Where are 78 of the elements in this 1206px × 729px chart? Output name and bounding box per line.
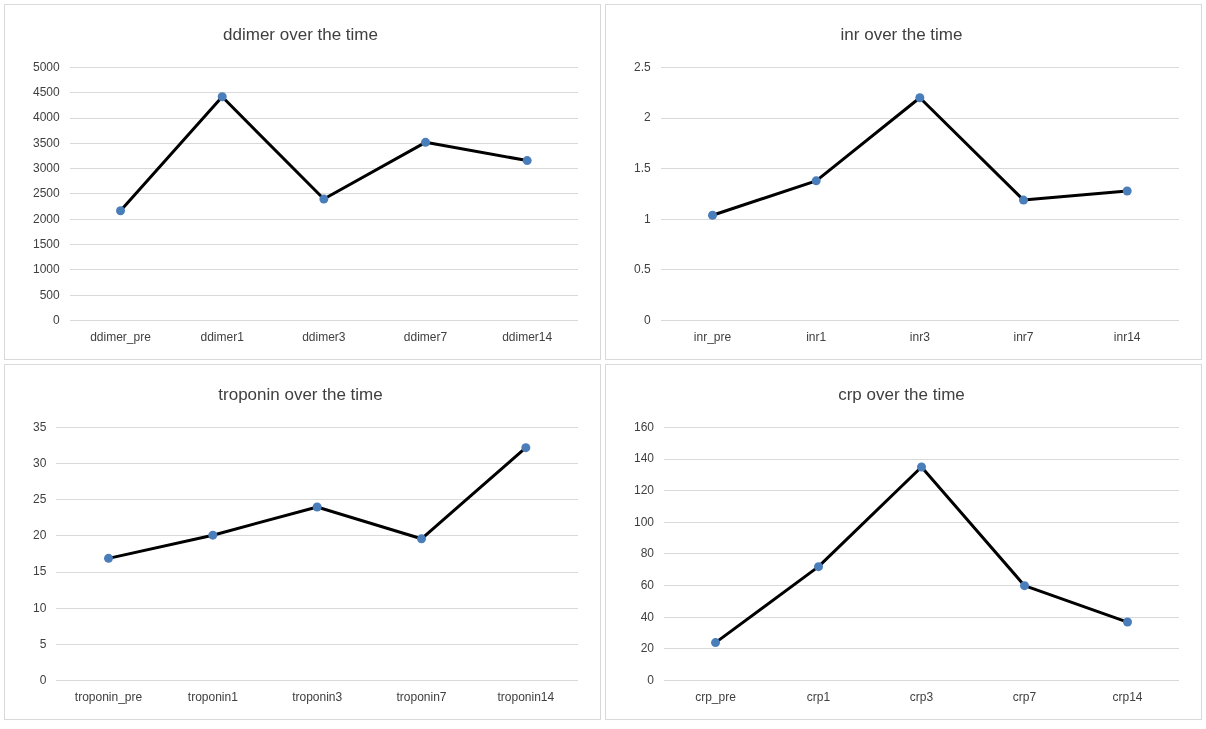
y-tick-label: 140 <box>633 451 655 466</box>
y-tick-label: 0.5 <box>633 262 651 277</box>
y-tick-label: 1500 <box>32 236 61 251</box>
y-tick-label: 3000 <box>32 160 61 175</box>
y-tick-label: 5000 <box>32 59 61 74</box>
y-tick-label: 20 <box>640 641 655 656</box>
point <box>1019 195 1028 205</box>
y-tick-label: 40 <box>640 609 655 624</box>
x-tick-label: inr1 <box>806 330 827 345</box>
point <box>1020 581 1030 591</box>
y-tick-label: 2500 <box>32 186 61 201</box>
point <box>116 206 126 216</box>
point <box>208 530 218 540</box>
point <box>1122 186 1132 196</box>
x-tick-label: troponin_pre <box>74 690 143 705</box>
x-tick-label: inr14 <box>1113 330 1141 345</box>
y-tick-label: 0 <box>39 672 47 687</box>
y-tick-label: 35 <box>32 419 47 434</box>
point <box>1123 617 1132 627</box>
x-tick-label: ddimer3 <box>302 330 346 345</box>
x-tick-label: ddimer14 <box>502 330 553 345</box>
x-tick-label: ddimer7 <box>403 330 448 345</box>
chart-title: inr over the time <box>840 24 963 44</box>
y-tick-label: 4000 <box>32 110 61 125</box>
point <box>521 443 531 453</box>
y-tick-label: 4500 <box>32 85 61 100</box>
y-tick-label: 2000 <box>32 211 61 226</box>
x-tick-label: inr_pre <box>693 330 732 345</box>
x-tick-label: crp_pre <box>695 690 737 705</box>
y-tick-label: 3500 <box>32 135 61 150</box>
x-tick-label: ddimer_pre <box>90 330 152 345</box>
point <box>217 92 227 102</box>
y-tick-label: 30 <box>32 455 47 470</box>
point <box>319 194 329 204</box>
y-tick-label: 10 <box>32 600 47 615</box>
y-tick-label: 20 <box>32 528 47 543</box>
x-tick-label: crp7 <box>1012 690 1037 705</box>
point <box>917 462 927 472</box>
point <box>421 137 431 147</box>
x-tick-label: inr7 <box>1013 330 1034 345</box>
y-tick-label: 500 <box>39 287 61 302</box>
y-tick-label: 160 <box>633 419 655 434</box>
point <box>312 502 322 512</box>
point <box>811 176 821 186</box>
x-tick-label: troponin3 <box>292 690 343 705</box>
y-tick-label: 1.5 <box>633 160 651 175</box>
chart-title: crp over the time <box>838 384 965 404</box>
y-tick-label: 1000 <box>32 262 61 277</box>
y-tick-label: 120 <box>633 483 655 498</box>
y-tick-label: 100 <box>633 514 655 529</box>
x-tick-label: crp1 <box>806 690 831 705</box>
y-tick-label: 5 <box>39 636 47 651</box>
point <box>915 93 925 103</box>
x-tick-label: troponin7 <box>396 690 447 705</box>
x-tick-label: troponin1 <box>187 690 239 705</box>
y-tick-label: 25 <box>32 492 47 507</box>
y-tick-label: 0 <box>647 672 655 687</box>
x-tick-label: crp3 <box>909 690 934 705</box>
y-tick-label: 2.5 <box>633 59 651 74</box>
point <box>814 562 824 572</box>
point <box>711 638 721 648</box>
x-tick-label: crp14 <box>1112 690 1143 705</box>
x-tick-label: inr3 <box>909 330 931 345</box>
point <box>417 534 426 544</box>
y-tick-label: 1 <box>643 211 651 226</box>
y-tick-label: 60 <box>640 577 655 592</box>
x-tick-label: troponin14 <box>497 690 555 705</box>
x-tick-label: ddimer1 <box>200 330 245 345</box>
point <box>522 156 532 166</box>
point <box>104 553 114 563</box>
y-tick-label: 80 <box>640 546 655 561</box>
y-tick-label: 0 <box>643 312 651 327</box>
chart-title: troponin over the time <box>218 384 383 404</box>
chart-title: ddimer over the time <box>223 24 378 44</box>
y-tick-label: 0 <box>53 312 61 327</box>
point <box>708 210 718 220</box>
y-tick-label: 15 <box>32 564 47 579</box>
y-tick-label: 2 <box>643 110 651 125</box>
